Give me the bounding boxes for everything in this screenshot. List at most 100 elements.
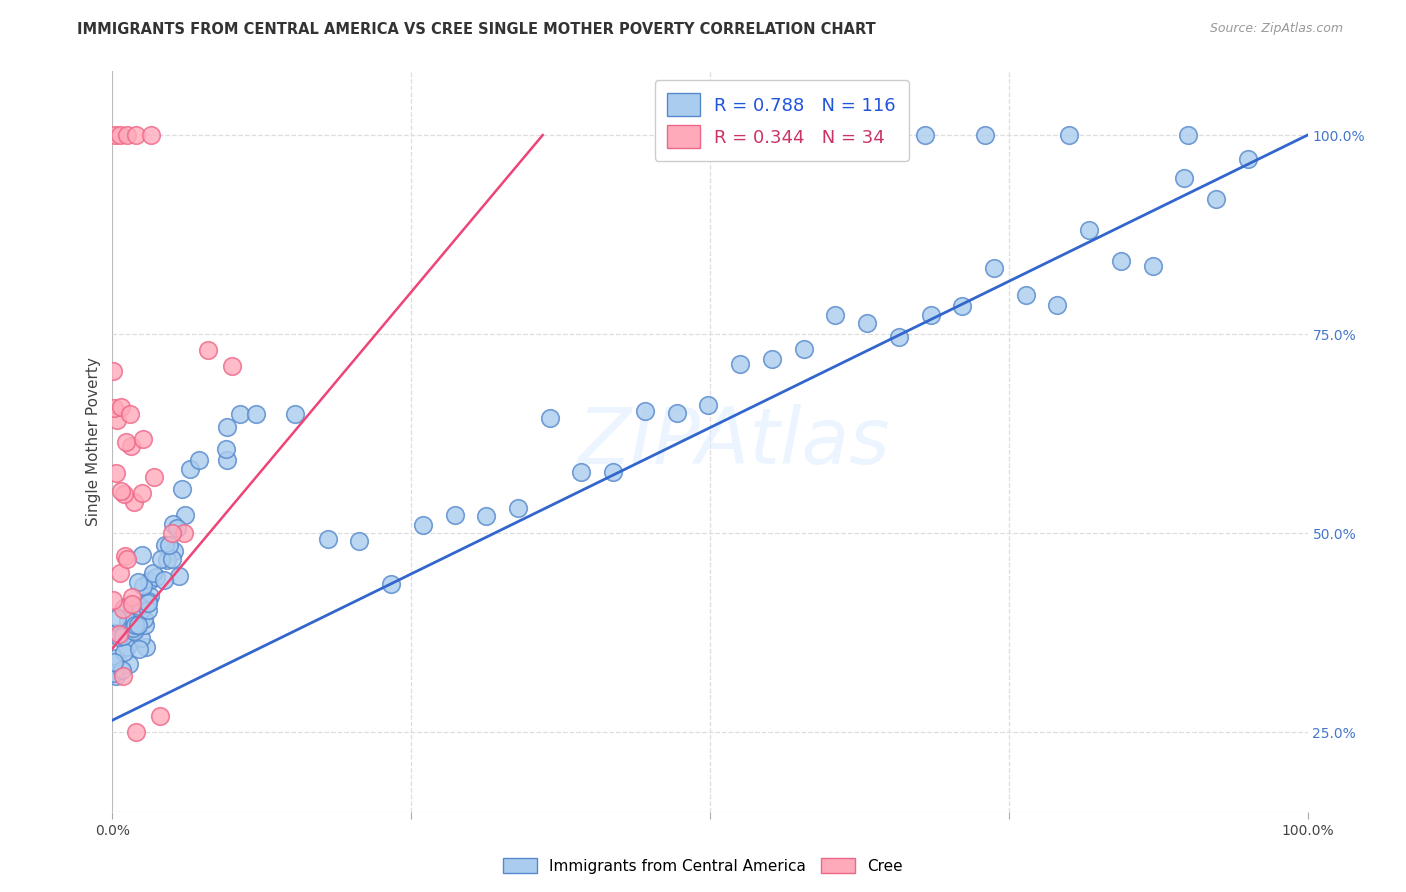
Point	[108, 627, 131, 641]
Point	[245, 407, 267, 421]
Point	[120, 608, 142, 623]
Point	[284, 407, 307, 421]
Point	[571, 465, 593, 479]
Point	[974, 128, 997, 142]
Point	[129, 608, 152, 623]
Point	[120, 439, 142, 453]
Point	[145, 569, 167, 583]
Point	[114, 600, 136, 615]
Point	[112, 487, 135, 501]
Point	[121, 591, 143, 605]
Point	[167, 569, 190, 583]
Point	[105, 611, 128, 625]
Point	[139, 128, 162, 142]
Point	[149, 552, 172, 566]
Point	[134, 617, 156, 632]
Point	[114, 435, 136, 450]
Point	[229, 407, 252, 421]
Point	[131, 579, 153, 593]
Point	[188, 453, 211, 467]
Point	[156, 553, 179, 567]
Point	[538, 411, 561, 425]
Point	[879, 128, 901, 142]
Point	[103, 655, 125, 669]
Point	[139, 589, 162, 603]
Point	[138, 574, 160, 589]
Point	[143, 470, 166, 484]
Point	[856, 316, 879, 330]
Point	[125, 128, 148, 142]
Point	[124, 621, 146, 635]
Point	[173, 526, 195, 541]
Point	[135, 596, 157, 610]
Point	[506, 501, 529, 516]
Legend: R = 0.788   N = 116, R = 0.344   N = 34: R = 0.788 N = 116, R = 0.344 N = 34	[655, 80, 908, 161]
Text: Source: ZipAtlas.com: Source: ZipAtlas.com	[1209, 22, 1343, 36]
Point	[128, 641, 150, 656]
Point	[131, 548, 153, 562]
Point	[149, 709, 172, 723]
Point	[117, 614, 139, 628]
Point	[665, 406, 688, 420]
Point	[159, 538, 181, 552]
Point	[914, 128, 936, 142]
Point	[111, 669, 134, 683]
Point	[108, 566, 131, 581]
Point	[131, 486, 153, 500]
Point	[105, 625, 128, 640]
Point	[121, 597, 143, 611]
Point	[166, 521, 188, 535]
Point	[152, 574, 174, 588]
Point	[104, 669, 127, 683]
Point	[136, 594, 159, 608]
Point	[111, 663, 134, 677]
Point	[125, 725, 148, 739]
Point	[1205, 192, 1227, 206]
Point	[217, 452, 239, 467]
Point	[127, 575, 149, 590]
Point	[110, 400, 132, 414]
Point	[1173, 171, 1195, 186]
Point	[172, 483, 194, 497]
Point	[162, 516, 184, 531]
Point	[132, 612, 155, 626]
Point	[761, 351, 783, 366]
Point	[122, 621, 145, 635]
Point	[1078, 223, 1101, 237]
Point	[127, 617, 149, 632]
Point	[443, 508, 465, 523]
Point	[983, 261, 1005, 276]
Point	[173, 508, 195, 522]
Point	[1057, 128, 1080, 142]
Point	[1177, 128, 1199, 142]
Point	[887, 330, 910, 344]
Point	[602, 465, 624, 479]
Point	[824, 309, 846, 323]
Point	[118, 657, 141, 671]
Point	[160, 552, 183, 566]
Point	[112, 629, 135, 643]
Point	[163, 543, 186, 558]
Y-axis label: Single Mother Poverty: Single Mother Poverty	[86, 357, 101, 526]
Point	[215, 442, 238, 457]
Point	[855, 128, 877, 142]
Point	[380, 577, 402, 591]
Point	[117, 552, 139, 566]
Legend: Immigrants from Central America, Cree: Immigrants from Central America, Cree	[498, 852, 908, 880]
Point	[728, 357, 751, 371]
Point	[122, 624, 145, 639]
Point	[128, 599, 150, 613]
Point	[818, 128, 841, 142]
Point	[950, 299, 973, 313]
Point	[110, 484, 132, 499]
Point	[179, 462, 201, 476]
Text: ZIPAtlas: ZIPAtlas	[578, 403, 890, 480]
Point	[108, 630, 131, 644]
Point	[120, 407, 142, 421]
Point	[136, 596, 159, 610]
Point	[115, 128, 138, 142]
Point	[155, 538, 177, 552]
Point	[1046, 298, 1069, 312]
Point	[103, 665, 125, 680]
Point	[634, 404, 657, 418]
